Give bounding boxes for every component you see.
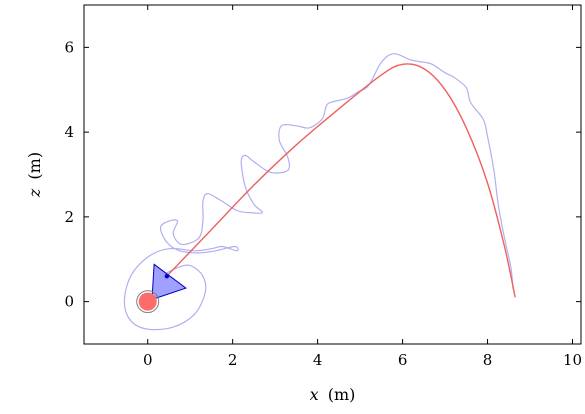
cone-marker <box>151 263 187 301</box>
x-tick-label: 2 <box>228 351 238 369</box>
plot-frame <box>83 4 582 345</box>
x-axis-unit: (m) <box>328 385 356 404</box>
plot-area <box>123 53 516 331</box>
y-tick-label: 6 <box>64 38 74 56</box>
tip-path-line <box>123 53 514 331</box>
x-tick-label: 4 <box>313 351 323 369</box>
y-tick-label: 0 <box>64 293 74 311</box>
x-tick-label: 6 <box>398 351 408 369</box>
y-axis-var: z <box>25 188 44 198</box>
x-tick-label: 10 <box>563 351 582 369</box>
y-axis-label: z (m) <box>25 152 44 198</box>
axis-ticks: 0 2 4 6 8 10 0 2 4 6 <box>64 5 582 369</box>
x-tick-label: 0 <box>143 351 153 369</box>
x-tick-label: 8 <box>483 351 493 369</box>
x-axis-label: x (m) <box>310 385 356 404</box>
base-point-ring <box>136 290 160 314</box>
x-axis-var: x <box>310 385 319 404</box>
y-tick-label: 2 <box>64 208 74 226</box>
y-axis-unit: (m) <box>25 152 44 180</box>
base-point-marker <box>138 292 157 311</box>
y-tick-label: 4 <box>64 123 74 141</box>
center-trajectory-line <box>166 63 516 298</box>
cone-apex-point <box>164 274 170 279</box>
